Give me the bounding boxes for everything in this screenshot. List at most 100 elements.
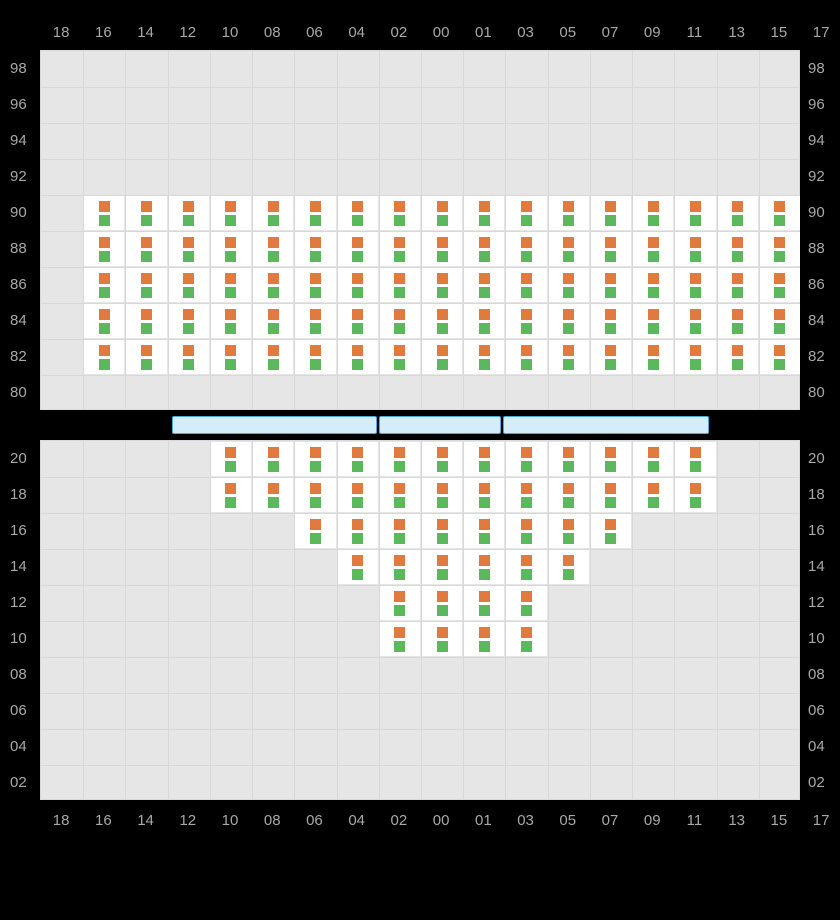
seat-cell[interactable] <box>211 268 251 302</box>
seat-cell[interactable] <box>380 586 420 620</box>
seat-cell[interactable] <box>464 478 504 512</box>
seat-cell[interactable] <box>338 550 378 584</box>
seat-cell[interactable] <box>464 586 504 620</box>
seat-cell[interactable] <box>464 268 504 302</box>
seat-cell[interactable] <box>422 268 462 302</box>
seat-cell[interactable] <box>464 340 504 374</box>
seat-cell[interactable] <box>422 550 462 584</box>
seat-cell[interactable] <box>338 514 378 548</box>
seat-cell[interactable] <box>549 268 589 302</box>
seat-cell[interactable] <box>380 550 420 584</box>
seat-cell[interactable] <box>633 340 673 374</box>
seat-cell[interactable] <box>464 622 504 656</box>
seat-cell[interactable] <box>675 268 715 302</box>
seat-cell[interactable] <box>295 340 335 374</box>
seat-cell[interactable] <box>464 514 504 548</box>
seat-cell[interactable] <box>84 196 124 230</box>
seat-cell[interactable] <box>506 232 546 266</box>
seat-cell[interactable] <box>549 442 589 476</box>
seat-cell[interactable] <box>506 478 546 512</box>
seat-cell[interactable] <box>84 232 124 266</box>
seat-cell[interactable] <box>211 304 251 338</box>
seat-cell[interactable] <box>126 304 166 338</box>
seat-cell[interactable] <box>422 442 462 476</box>
seat-cell[interactable] <box>506 622 546 656</box>
seat-cell[interactable] <box>380 478 420 512</box>
seat-cell[interactable] <box>338 304 378 338</box>
seat-cell[interactable] <box>295 196 335 230</box>
seat-cell[interactable] <box>718 304 758 338</box>
seat-cell[interactable] <box>422 340 462 374</box>
seat-cell[interactable] <box>211 442 251 476</box>
seat-cell[interactable] <box>422 622 462 656</box>
seat-cell[interactable] <box>464 304 504 338</box>
seat-cell[interactable] <box>169 340 209 374</box>
seat-cell[interactable] <box>675 340 715 374</box>
seat-cell[interactable] <box>295 304 335 338</box>
seat-cell[interactable] <box>549 196 589 230</box>
seat-cell[interactable] <box>422 514 462 548</box>
seat-cell[interactable] <box>126 196 166 230</box>
seat-cell[interactable] <box>422 196 462 230</box>
seat-cell[interactable] <box>718 196 758 230</box>
seat-cell[interactable] <box>675 196 715 230</box>
seat-cell[interactable] <box>84 304 124 338</box>
seat-cell[interactable] <box>760 268 800 302</box>
seat-cell[interactable] <box>718 232 758 266</box>
seat-cell[interactable] <box>506 586 546 620</box>
seat-cell[interactable] <box>591 268 631 302</box>
seat-cell[interactable] <box>506 514 546 548</box>
seat-cell[interactable] <box>169 268 209 302</box>
seat-cell[interactable] <box>633 478 673 512</box>
seat-cell[interactable] <box>549 478 589 512</box>
seat-cell[interactable] <box>718 340 758 374</box>
seat-cell[interactable] <box>253 478 293 512</box>
seat-cell[interactable] <box>380 232 420 266</box>
seat-cell[interactable] <box>422 232 462 266</box>
seat-cell[interactable] <box>295 232 335 266</box>
seat-cell[interactable] <box>380 268 420 302</box>
seat-cell[interactable] <box>675 232 715 266</box>
seat-cell[interactable] <box>211 232 251 266</box>
seat-cell[interactable] <box>295 478 335 512</box>
seat-cell[interactable] <box>126 268 166 302</box>
seat-cell[interactable] <box>464 442 504 476</box>
seat-cell[interactable] <box>380 196 420 230</box>
seat-cell[interactable] <box>380 340 420 374</box>
seat-cell[interactable] <box>338 196 378 230</box>
seat-cell[interactable] <box>760 232 800 266</box>
seat-cell[interactable] <box>380 514 420 548</box>
seat-cell[interactable] <box>380 442 420 476</box>
seat-cell[interactable] <box>591 304 631 338</box>
seat-cell[interactable] <box>295 514 335 548</box>
seat-cell[interactable] <box>169 232 209 266</box>
seat-cell[interactable] <box>169 304 209 338</box>
seat-cell[interactable] <box>633 232 673 266</box>
seat-cell[interactable] <box>591 478 631 512</box>
seat-cell[interactable] <box>760 340 800 374</box>
seat-cell[interactable] <box>464 196 504 230</box>
seat-cell[interactable] <box>675 442 715 476</box>
seat-cell[interactable] <box>84 268 124 302</box>
seat-cell[interactable] <box>338 478 378 512</box>
seat-cell[interactable] <box>506 304 546 338</box>
seat-cell[interactable] <box>422 478 462 512</box>
seat-cell[interactable] <box>253 442 293 476</box>
seat-cell[interactable] <box>591 442 631 476</box>
seat-cell[interactable] <box>169 196 209 230</box>
seat-cell[interactable] <box>338 340 378 374</box>
seat-cell[interactable] <box>506 550 546 584</box>
seat-cell[interactable] <box>506 442 546 476</box>
seat-cell[interactable] <box>549 514 589 548</box>
seat-cell[interactable] <box>422 304 462 338</box>
seat-cell[interactable] <box>464 232 504 266</box>
seat-cell[interactable] <box>253 268 293 302</box>
seat-cell[interactable] <box>295 268 335 302</box>
seat-cell[interactable] <box>760 196 800 230</box>
seat-cell[interactable] <box>338 232 378 266</box>
seat-cell[interactable] <box>422 586 462 620</box>
seat-cell[interactable] <box>253 340 293 374</box>
seat-cell[interactable] <box>295 442 335 476</box>
seat-cell[interactable] <box>633 304 673 338</box>
seat-cell[interactable] <box>675 304 715 338</box>
